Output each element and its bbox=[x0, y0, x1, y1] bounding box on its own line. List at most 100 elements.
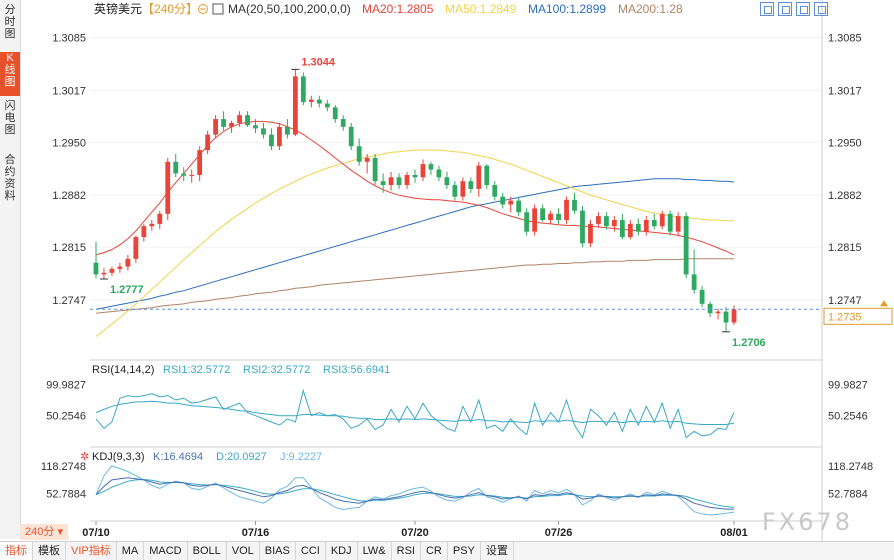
kdj-close-icon[interactable]: ✲ bbox=[80, 451, 89, 463]
candle-body bbox=[348, 126, 354, 147]
candle bbox=[651, 213, 657, 230]
checkbox-icon[interactable] bbox=[212, 3, 224, 15]
candle-body bbox=[436, 169, 442, 178]
ma200-line bbox=[95, 258, 734, 314]
ma20-line bbox=[95, 120, 735, 256]
candle bbox=[548, 210, 553, 224]
candle-body bbox=[723, 311, 729, 323]
rsi3-value: RSI3:56.6941 bbox=[323, 364, 390, 376]
candle-body bbox=[492, 185, 498, 197]
candle bbox=[556, 208, 561, 224]
candle bbox=[627, 220, 633, 240]
candle bbox=[516, 196, 522, 217]
candle-body bbox=[133, 237, 139, 259]
candle-body bbox=[707, 303, 713, 314]
period-selector[interactable]: 240分 ▾ bbox=[20, 524, 68, 540]
candle-body bbox=[468, 181, 474, 189]
high-marker: 1.3044 bbox=[291, 56, 336, 70]
candle-body bbox=[380, 181, 386, 186]
cr-tab[interactable]: CR bbox=[421, 542, 448, 560]
candle-body bbox=[300, 76, 306, 102]
candle-body bbox=[715, 311, 721, 314]
chart-canvas[interactable]: 1.3085 1.3017 1.2950 1.2882 1.2815 1.2747 1.3… bbox=[0, 0, 894, 541]
tab-timeshare[interactable]: 分时图 bbox=[4, 4, 16, 40]
kdj-tick-label: 118.2748 bbox=[41, 461, 86, 473]
candle bbox=[540, 204, 545, 222]
candle bbox=[221, 111, 226, 131]
kdj-tab[interactable]: KDJ bbox=[326, 542, 358, 560]
candle bbox=[269, 128, 274, 151]
macd-tab[interactable]: MACD bbox=[144, 542, 188, 560]
candle-body bbox=[332, 107, 338, 120]
candle-body bbox=[412, 174, 418, 178]
left-tab-bar: 分时图 K线图 闪电图 合约资料 bbox=[0, 0, 21, 539]
candle bbox=[229, 120, 234, 134]
rsi-tick-label: 50.2546 bbox=[828, 411, 868, 423]
candle bbox=[356, 138, 362, 166]
tab-flash-chart[interactable]: 闪电图 bbox=[4, 100, 16, 136]
lwr-tab[interactable]: LW& bbox=[358, 542, 392, 560]
candle bbox=[596, 212, 601, 228]
indicator-tab[interactable]: 指标 bbox=[0, 542, 33, 560]
cci-tab[interactable]: CCI bbox=[296, 542, 326, 560]
vol-tab[interactable]: VOL bbox=[227, 542, 260, 560]
tab-kline[interactable]: K线图 bbox=[0, 52, 20, 96]
candle-body bbox=[308, 99, 314, 102]
vip-indicator-tab[interactable]: VIP指标 bbox=[66, 542, 117, 560]
boll-tab[interactable]: BOLL bbox=[188, 542, 227, 560]
rsi-name: RSI(14,14,2) bbox=[92, 364, 154, 376]
candle-body bbox=[101, 272, 107, 275]
kdj-tick-label: 118.2748 bbox=[828, 461, 873, 473]
candle bbox=[340, 115, 346, 131]
candle-body bbox=[532, 208, 538, 232]
candle bbox=[619, 213, 625, 240]
candle-body bbox=[109, 268, 115, 273]
template-tab[interactable]: 模板 bbox=[33, 542, 66, 560]
date-axis: 07/10 07/16 07/20 07/26 08/01 bbox=[82, 521, 748, 539]
candle-body bbox=[691, 274, 697, 290]
candle bbox=[348, 122, 354, 151]
candle-body bbox=[292, 76, 298, 135]
zoom-out-icon[interactable] bbox=[778, 2, 792, 16]
candle bbox=[396, 173, 402, 189]
candle bbox=[324, 99, 330, 112]
rsi-tab[interactable]: RSI bbox=[392, 542, 421, 560]
candle bbox=[261, 122, 266, 139]
candle-body bbox=[627, 223, 633, 238]
candle bbox=[316, 95, 322, 108]
kdj-name: KDJ(9,3,3) bbox=[92, 451, 145, 463]
zoom-in-icon[interactable] bbox=[760, 2, 774, 16]
psy-tab[interactable]: PSY bbox=[448, 542, 481, 560]
candle-body bbox=[675, 216, 681, 232]
candle-body bbox=[500, 196, 506, 205]
rsi-tick-label: 50.2546 bbox=[46, 411, 86, 423]
rsi-tick-label: 99.9827 bbox=[828, 379, 868, 391]
shift-right-icon[interactable] bbox=[814, 2, 828, 16]
candle-body bbox=[548, 213, 553, 220]
tab-contract-info[interactable]: 合约资料 bbox=[4, 154, 16, 202]
candle-body bbox=[731, 309, 737, 323]
settings-circle-icon[interactable] bbox=[198, 4, 208, 14]
candle bbox=[452, 181, 458, 201]
candle bbox=[181, 167, 187, 182]
rsi1-value: RSI1:32.5772 bbox=[163, 364, 230, 376]
bias-tab[interactable]: BIAS bbox=[260, 542, 296, 560]
candle-body bbox=[316, 99, 322, 104]
kdj-k-value: K:16.4694 bbox=[153, 451, 203, 463]
candle bbox=[308, 95, 314, 108]
candle bbox=[253, 119, 258, 134]
kdj-tick-label: 52.7884 bbox=[828, 489, 868, 501]
candle bbox=[173, 154, 179, 178]
low-marker-1: 1.2777 bbox=[99, 278, 144, 296]
candle-body bbox=[484, 165, 490, 186]
candle-body bbox=[508, 200, 514, 205]
candle bbox=[213, 115, 219, 139]
ma-tab[interactable]: MA bbox=[117, 542, 145, 560]
candle bbox=[484, 164, 490, 189]
candle-body bbox=[699, 289, 705, 304]
shift-left-icon[interactable] bbox=[796, 2, 810, 16]
candle bbox=[420, 159, 426, 182]
candle-body bbox=[213, 119, 219, 135]
settings-tab[interactable]: 设置 bbox=[481, 542, 514, 560]
